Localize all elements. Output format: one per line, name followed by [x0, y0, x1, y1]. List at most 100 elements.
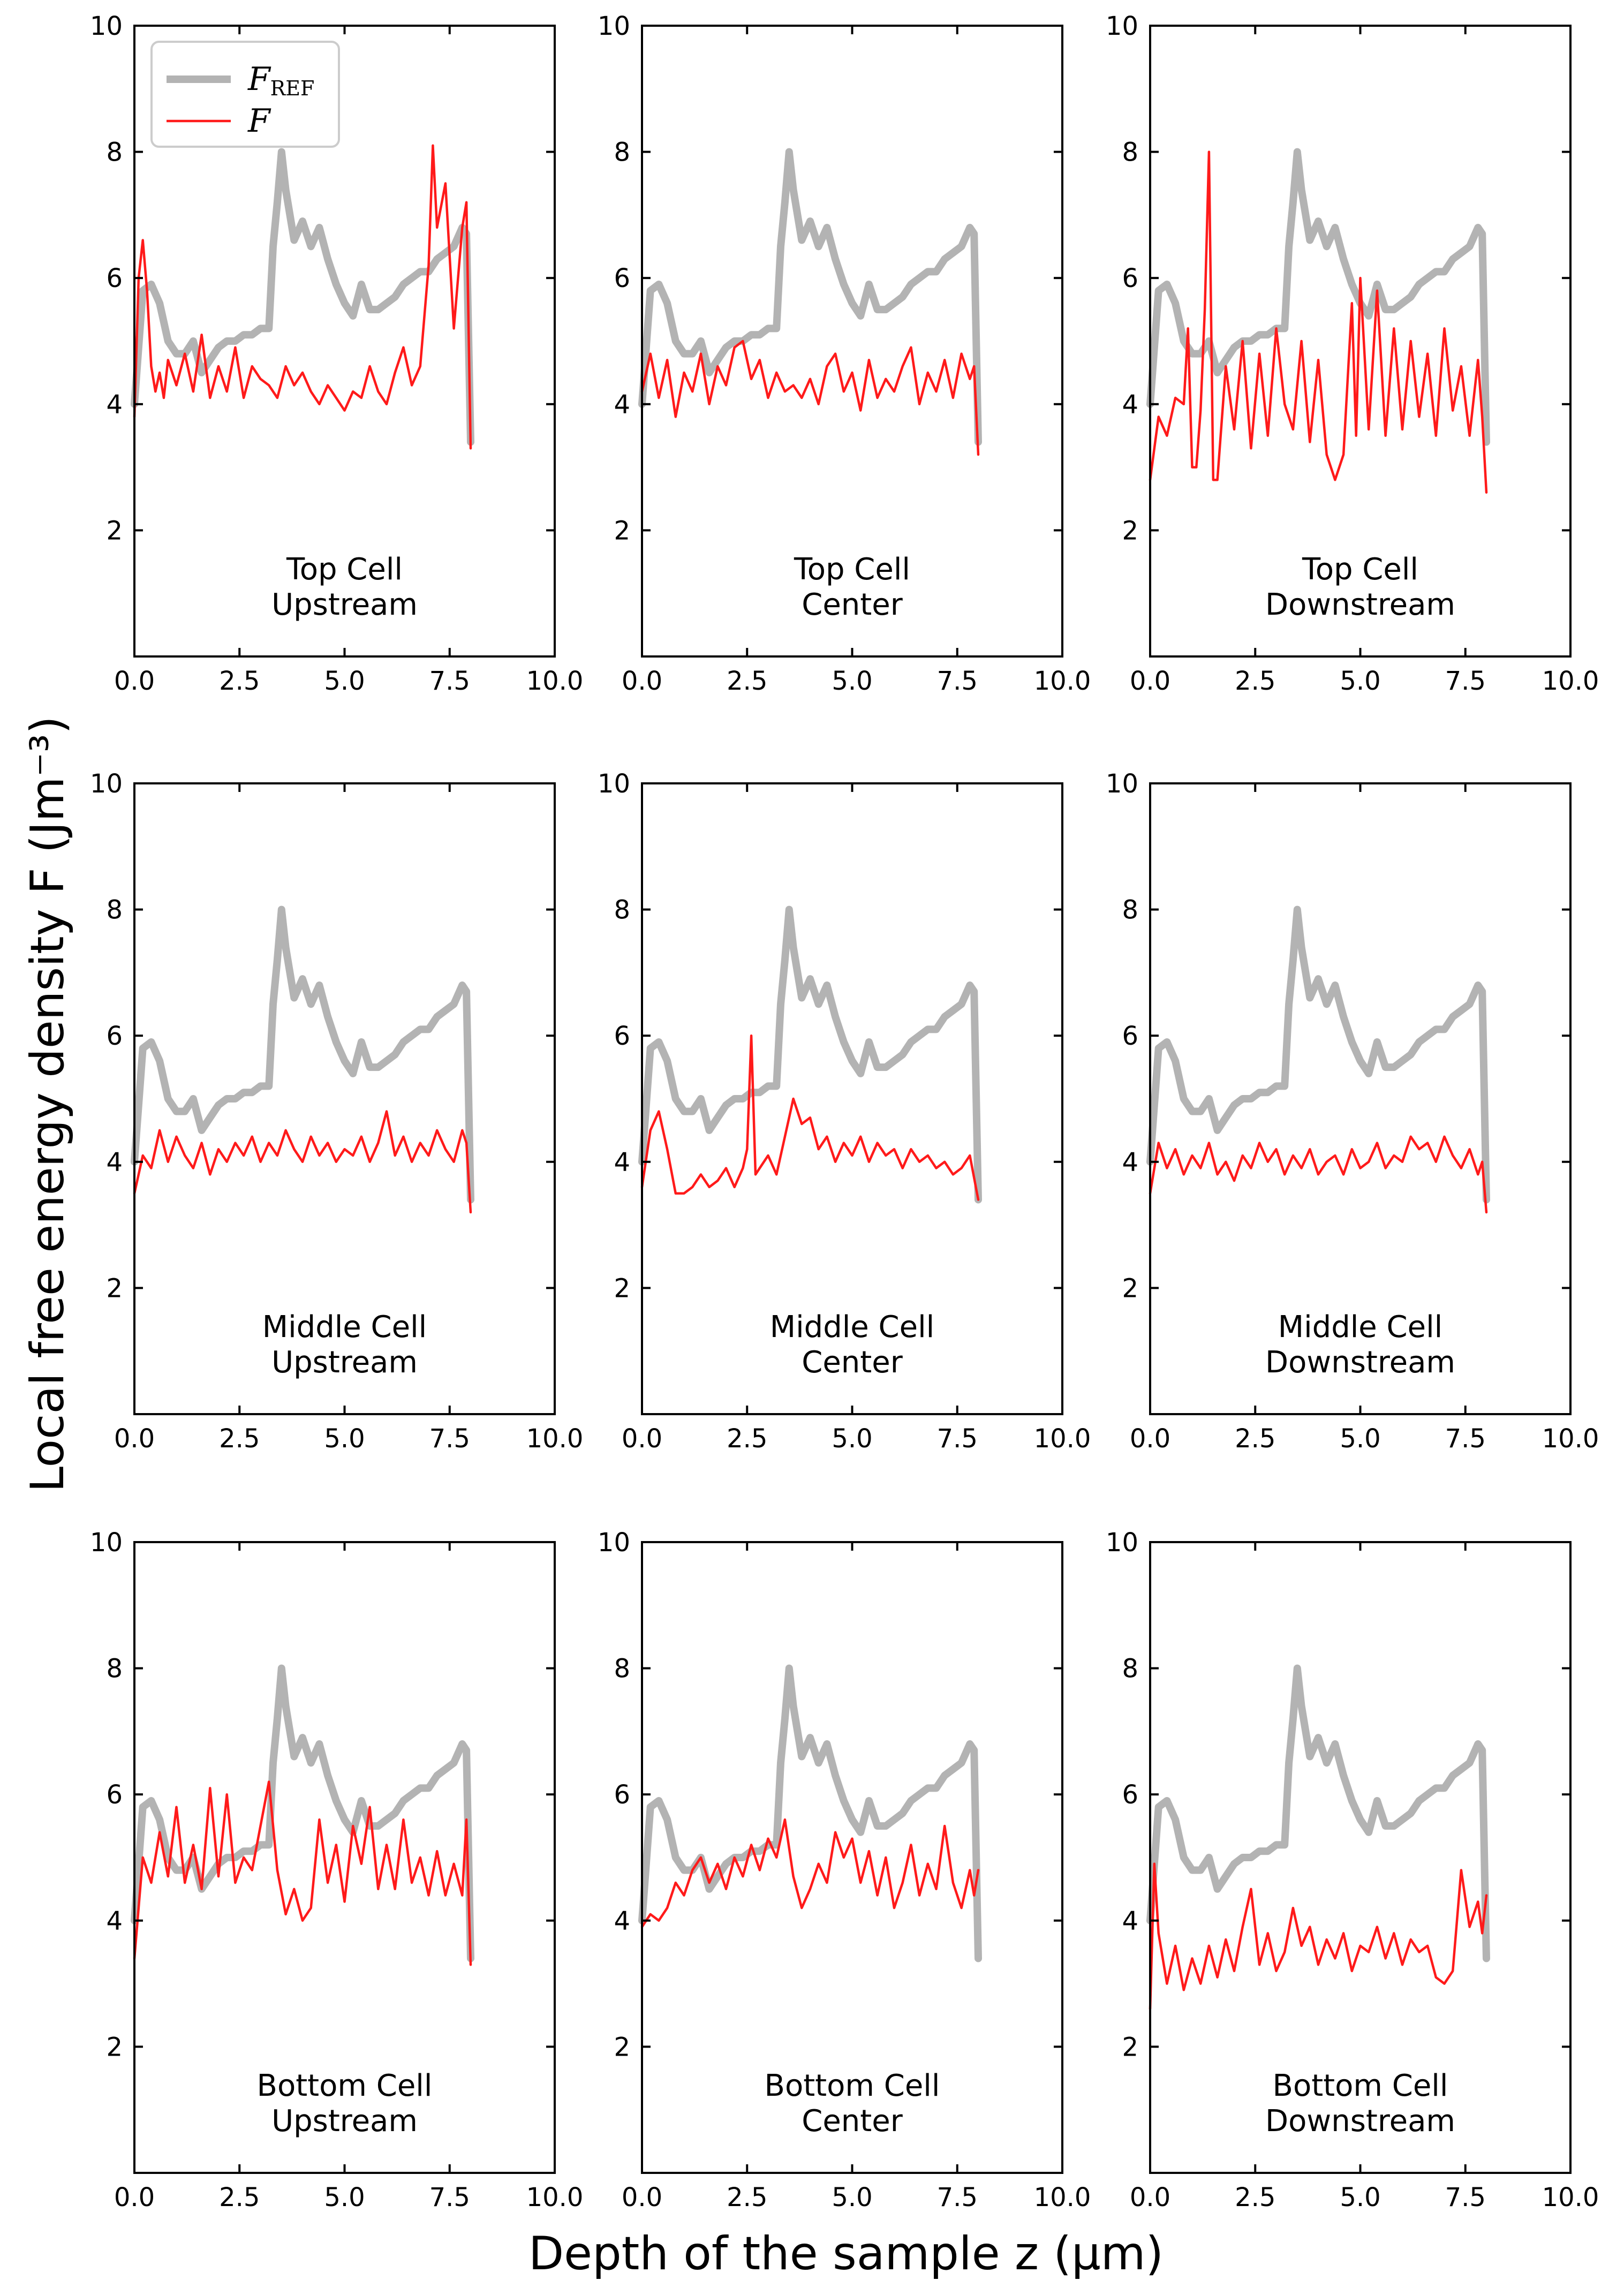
y-tick-label: 6	[1122, 1021, 1138, 1051]
x-tick-label: 2.5	[219, 2183, 260, 2213]
panel-label-line: Bottom Cell	[765, 2068, 940, 2103]
panel-label-line: Middle Cell	[1278, 1310, 1442, 1345]
panel-label-line: Top Cell	[1302, 552, 1418, 587]
x-tick-label: 2.5	[727, 1424, 767, 1454]
x-tick-label: 10.0	[1034, 1424, 1091, 1454]
y-tick-label: 8	[106, 138, 123, 168]
x-tick-label: 5.0	[1340, 666, 1380, 696]
x-tick-label: 5.0	[324, 1424, 365, 1454]
y-tick-label: 10	[598, 769, 630, 799]
x-tick-label: 7.5	[937, 666, 978, 696]
series-line-f-ref	[638, 1664, 982, 1962]
y-tick-label: 4	[106, 390, 123, 420]
x-tick-label: 7.5	[429, 2183, 470, 2213]
series-line-f-ref	[131, 905, 474, 1204]
series-line-f-ref	[131, 1664, 474, 1962]
x-tick-label: 2.5	[727, 2183, 767, 2213]
y-tick-label: 4	[614, 390, 630, 420]
series-line-f-ref	[638, 148, 982, 446]
y-tick-label: 8	[106, 895, 123, 925]
y-tick-label: 6	[106, 1021, 123, 1051]
x-tick-label: 5.0	[324, 2183, 365, 2213]
y-tick-label: 2	[1122, 2032, 1138, 2062]
x-tick-label: 0.0	[1130, 666, 1170, 696]
x-tick-label: 10.0	[1542, 2183, 1599, 2213]
y-tick-label: 4	[1122, 390, 1138, 420]
series-line-f	[1149, 150, 1488, 494]
x-tick-label: 2.5	[727, 666, 767, 696]
panel-9: 0.0 2.5 5.0 7.5 10.0 2 4 6 8 10 Bottom CellDownstr…	[1106, 1528, 1599, 2213]
panel-label-line: Center	[802, 587, 903, 622]
y-tick-label: 6	[614, 263, 630, 293]
panel-label-line: Upstream	[271, 587, 418, 622]
x-tick-label: 7.5	[937, 2183, 978, 2213]
x-tick-label: 5.0	[832, 666, 872, 696]
x-tick-label: 5.0	[1340, 2183, 1380, 2213]
legend-label-f-ref: FREF	[247, 61, 314, 100]
y-tick-label: 8	[1122, 1654, 1138, 1684]
x-tick-label: 10.0	[1542, 1424, 1599, 1454]
x-tick-label: 2.5	[1235, 666, 1275, 696]
series-line-f-ref	[1146, 905, 1490, 1204]
y-tick-label: 10	[598, 11, 630, 41]
panel-label-line: Middle Cell	[262, 1310, 427, 1345]
series-line-f	[133, 1780, 472, 1966]
x-tick-label: 0.0	[114, 666, 155, 696]
x-tick-label: 0.0	[622, 1424, 662, 1454]
legend-label-f: F	[247, 102, 271, 140]
panel-label-line: Center	[802, 1345, 903, 1380]
panel-label-line: Downstream	[1265, 587, 1455, 622]
x-tick-label: 10.0	[1542, 666, 1599, 696]
panel-label-line: Bottom Cell	[257, 2068, 433, 2103]
y-tick-label: 2	[1122, 516, 1138, 546]
series-line-f-ref	[1146, 1664, 1490, 1962]
y-tick-label: 6	[106, 1780, 123, 1810]
y-tick-label: 10	[598, 1528, 630, 1558]
x-tick-label: 10.0	[1034, 2183, 1091, 2213]
series-line-f	[133, 1110, 472, 1214]
y-tick-label: 2	[614, 1273, 630, 1303]
panel-7: 0.0 2.5 5.0 7.5 10.0 2 4 6 8 10 Bottom CellUpstrea…	[90, 1528, 584, 2213]
y-tick-label: 10	[90, 769, 123, 799]
x-tick-label: 7.5	[429, 1424, 470, 1454]
x-tick-label: 0.0	[1130, 1424, 1170, 1454]
y-tick-label: 6	[1122, 1780, 1138, 1810]
x-tick-label: 5.0	[832, 1424, 872, 1454]
x-tick-label: 7.5	[1445, 666, 1486, 696]
x-tick-label: 7.5	[937, 1424, 978, 1454]
y-tick-label: 8	[106, 1654, 123, 1684]
x-tick-label: 2.5	[219, 666, 260, 696]
panel-label-line: Upstream	[271, 2104, 418, 2139]
y-tick-label: 10	[1106, 1528, 1138, 1558]
panel-label-line: Bottom Cell	[1273, 2068, 1448, 2103]
y-tick-label: 2	[614, 516, 630, 546]
panel-label-line: Center	[802, 2104, 903, 2139]
x-tick-label: 10.0	[526, 1424, 584, 1454]
panel-label-line: Top Cell	[794, 552, 910, 587]
y-tick-label: 8	[614, 895, 630, 925]
y-tick-label: 8	[1122, 895, 1138, 925]
series-line-f	[640, 339, 980, 456]
x-tick-label: 7.5	[1445, 2183, 1486, 2213]
y-tick-label: 2	[106, 516, 123, 546]
y-tick-label: 8	[614, 1654, 630, 1684]
panel-label-line: Middle Cell	[770, 1310, 934, 1345]
panel-6: 0.0 2.5 5.0 7.5 10.0 2 4 6 8 10 Middle CellDownstr…	[1106, 769, 1599, 1454]
y-tick-label: 4	[106, 1147, 123, 1177]
y-tick-label: 6	[1122, 263, 1138, 293]
panel-label-line: Upstream	[271, 1345, 418, 1380]
series-line-f	[640, 1034, 980, 1201]
y-tick-label: 4	[1122, 1147, 1138, 1177]
series-line-f	[640, 1818, 980, 1928]
y-tick-label: 8	[614, 138, 630, 168]
x-axis-title: Depth of the sample z (μm)	[528, 2227, 1164, 2281]
x-tick-label: 5.0	[324, 666, 365, 696]
y-tick-label: 2	[614, 2032, 630, 2062]
series-line-f	[1149, 1862, 1488, 2010]
x-tick-label: 5.0	[1340, 1424, 1380, 1454]
panels-group: 0.0 2.5 5.0 7.5 10.0 2 4 6 8 10 Top Cell Upstream 0.…	[90, 11, 1599, 2213]
x-tick-label: 7.5	[1445, 1424, 1486, 1454]
x-tick-label: 10.0	[526, 2183, 584, 2213]
